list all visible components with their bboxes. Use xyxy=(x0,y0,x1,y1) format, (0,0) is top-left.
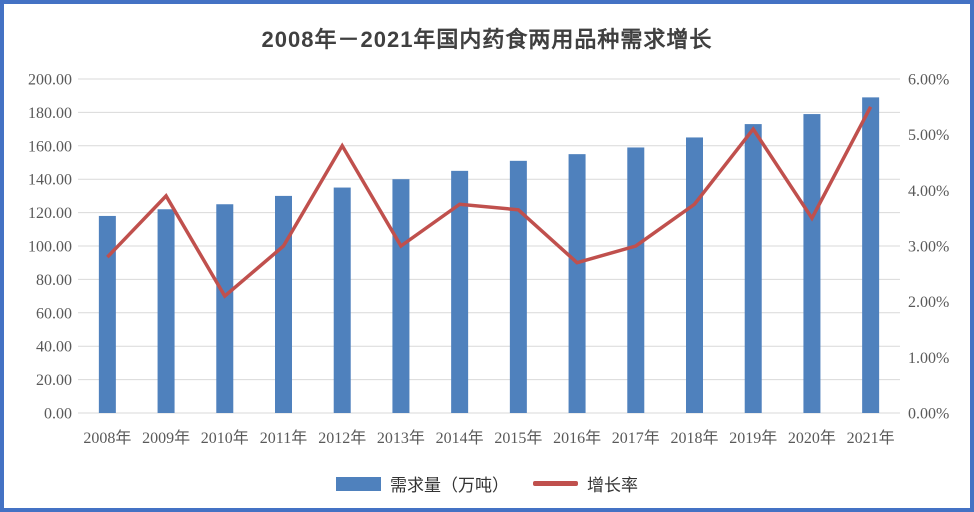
x-axis-label: 2010年 xyxy=(201,429,249,447)
x-axis-label: 2011年 xyxy=(260,429,307,447)
demand-bar xyxy=(451,170,469,413)
right-axis-tick-label: 2.00% xyxy=(908,294,949,311)
left-axis-tick-label: 40.00 xyxy=(36,339,72,356)
left-axis-tick-label: 20.00 xyxy=(36,372,72,389)
left-axis-tick-label: 140.00 xyxy=(28,172,72,189)
line-series-swatch xyxy=(533,481,578,486)
left-axis-tick-label: 60.00 xyxy=(36,305,72,322)
left-axis-tick-label: 80.00 xyxy=(36,272,72,289)
demand-bar xyxy=(216,204,234,413)
legend-item-growth: 增长率 xyxy=(533,471,638,496)
x-axis-label: 2013年 xyxy=(377,429,425,447)
x-axis-label: 2017年 xyxy=(612,429,660,447)
demand-bar xyxy=(98,215,116,413)
right-axis-tick-label: 6.00% xyxy=(908,72,949,89)
right-axis-tick-label: 3.00% xyxy=(908,239,949,256)
demand-bar xyxy=(333,187,351,413)
legend-label-growth: 增长率 xyxy=(587,476,638,495)
right-axis-tick-label: 0.00% xyxy=(908,406,949,423)
legend-label-demand: 需求量（万吨） xyxy=(390,476,509,495)
demand-bar xyxy=(157,209,175,413)
bar-series-swatch xyxy=(336,476,381,491)
right-axis-tick-label: 4.00% xyxy=(908,183,949,200)
chart-title: 2008年－2021年国内药食两用品种需求增长 xyxy=(261,27,713,52)
x-axis-label: 2008年 xyxy=(83,429,131,447)
x-axis-label: 2020年 xyxy=(788,429,836,447)
left-axis-tick-label: 160.00 xyxy=(28,138,72,155)
demand-bar xyxy=(627,147,645,413)
legend-item-demand: 需求量（万吨） xyxy=(336,471,509,496)
x-axis-label: 2019年 xyxy=(729,429,777,447)
demand-bar xyxy=(392,179,410,413)
growth-rate-line xyxy=(106,106,873,299)
x-axis-label: 2012年 xyxy=(318,429,366,447)
demand-bar xyxy=(509,160,527,413)
left-axis-tick-label: 200.00 xyxy=(28,72,72,89)
x-axis-label: 2014年 xyxy=(436,429,484,447)
left-axis-tick-label: 100.00 xyxy=(28,239,72,256)
left-axis-tick-label: 180.00 xyxy=(28,105,72,122)
left-axis-tick-label: 0.00 xyxy=(44,406,72,423)
right-axis-tick-label: 1.00% xyxy=(908,350,949,367)
demand-bar xyxy=(568,154,586,413)
x-axis-label: 2016年 xyxy=(553,429,601,447)
x-axis-label: 2015年 xyxy=(494,429,542,447)
chart-legend: 需求量（万吨） 增长率 xyxy=(4,471,970,496)
demand-bar xyxy=(803,114,821,413)
chart-plot-area: 0.00 20.00 40.00 60.00 80.00 100.00 120.00 140.… xyxy=(28,72,949,448)
x-axis-label: 2018年 xyxy=(670,429,718,447)
demand-bar xyxy=(686,137,703,413)
x-axis-label: 2021年 xyxy=(847,429,895,447)
left-axis-tick-label: 120.00 xyxy=(28,205,72,222)
demand-bar xyxy=(744,124,762,413)
x-axis-label: 2009年 xyxy=(142,429,190,447)
demand-bar xyxy=(862,97,880,414)
right-axis-tick-label: 5.00% xyxy=(908,127,949,144)
demand-bar xyxy=(275,195,292,413)
